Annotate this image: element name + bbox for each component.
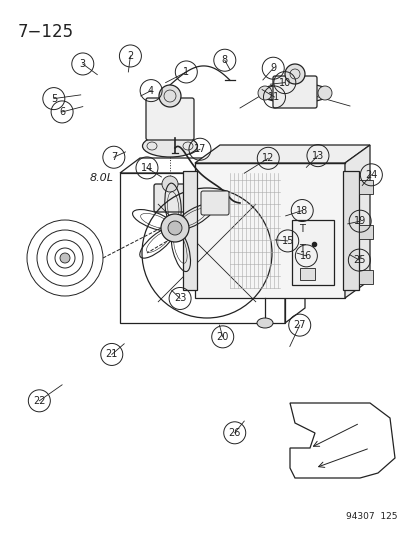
Bar <box>358 225 372 239</box>
Ellipse shape <box>142 135 197 157</box>
Text: 3: 3 <box>80 59 85 69</box>
Bar <box>120 173 284 323</box>
Text: 2: 2 <box>127 51 133 61</box>
Polygon shape <box>195 145 369 163</box>
Circle shape <box>317 86 331 100</box>
Text: 13: 13 <box>311 151 323 160</box>
Text: 7−125: 7−125 <box>18 23 74 41</box>
Text: 7: 7 <box>110 152 117 162</box>
Bar <box>299 268 314 280</box>
Text: 12: 12 <box>261 154 274 163</box>
Text: 94307  125: 94307 125 <box>346 512 397 521</box>
Bar <box>291 220 333 285</box>
Text: 5: 5 <box>50 94 57 103</box>
Bar <box>195 163 344 298</box>
Circle shape <box>161 176 178 192</box>
Text: 23: 23 <box>173 294 186 303</box>
Text: 18: 18 <box>295 206 308 215</box>
Text: 24: 24 <box>364 170 377 180</box>
Text: 8: 8 <box>221 55 227 65</box>
Circle shape <box>168 221 182 235</box>
Text: 20: 20 <box>216 332 228 342</box>
Text: 15: 15 <box>281 236 293 246</box>
Bar <box>342 171 358 290</box>
Text: T: T <box>298 224 304 234</box>
Text: 25: 25 <box>352 255 365 265</box>
Text: 4: 4 <box>148 86 154 95</box>
Circle shape <box>161 214 189 242</box>
FancyBboxPatch shape <box>146 98 194 140</box>
Circle shape <box>284 64 304 84</box>
Text: 19: 19 <box>353 216 366 226</box>
FancyBboxPatch shape <box>272 76 316 108</box>
Ellipse shape <box>259 83 329 103</box>
Text: 26: 26 <box>228 428 240 438</box>
Text: 6: 6 <box>59 107 65 117</box>
Text: 1: 1 <box>183 67 189 77</box>
Text: 9: 9 <box>270 63 275 73</box>
Polygon shape <box>344 145 369 298</box>
Text: 27: 27 <box>293 320 305 330</box>
Circle shape <box>159 85 180 107</box>
Text: 16: 16 <box>299 251 312 261</box>
FancyBboxPatch shape <box>154 184 185 212</box>
Text: 11: 11 <box>268 92 280 102</box>
Text: T: T <box>298 244 304 254</box>
Text: 14: 14 <box>140 163 153 173</box>
Bar <box>358 270 372 284</box>
Text: 17: 17 <box>193 144 206 154</box>
Bar <box>183 171 197 290</box>
Text: 10: 10 <box>278 78 290 87</box>
Circle shape <box>257 86 271 100</box>
Text: 22: 22 <box>33 396 45 406</box>
Text: 21: 21 <box>105 350 118 359</box>
Ellipse shape <box>256 318 272 328</box>
Text: 8.0L: 8.0L <box>90 173 114 183</box>
Bar <box>358 180 372 194</box>
Circle shape <box>60 253 70 263</box>
FancyBboxPatch shape <box>201 191 228 215</box>
